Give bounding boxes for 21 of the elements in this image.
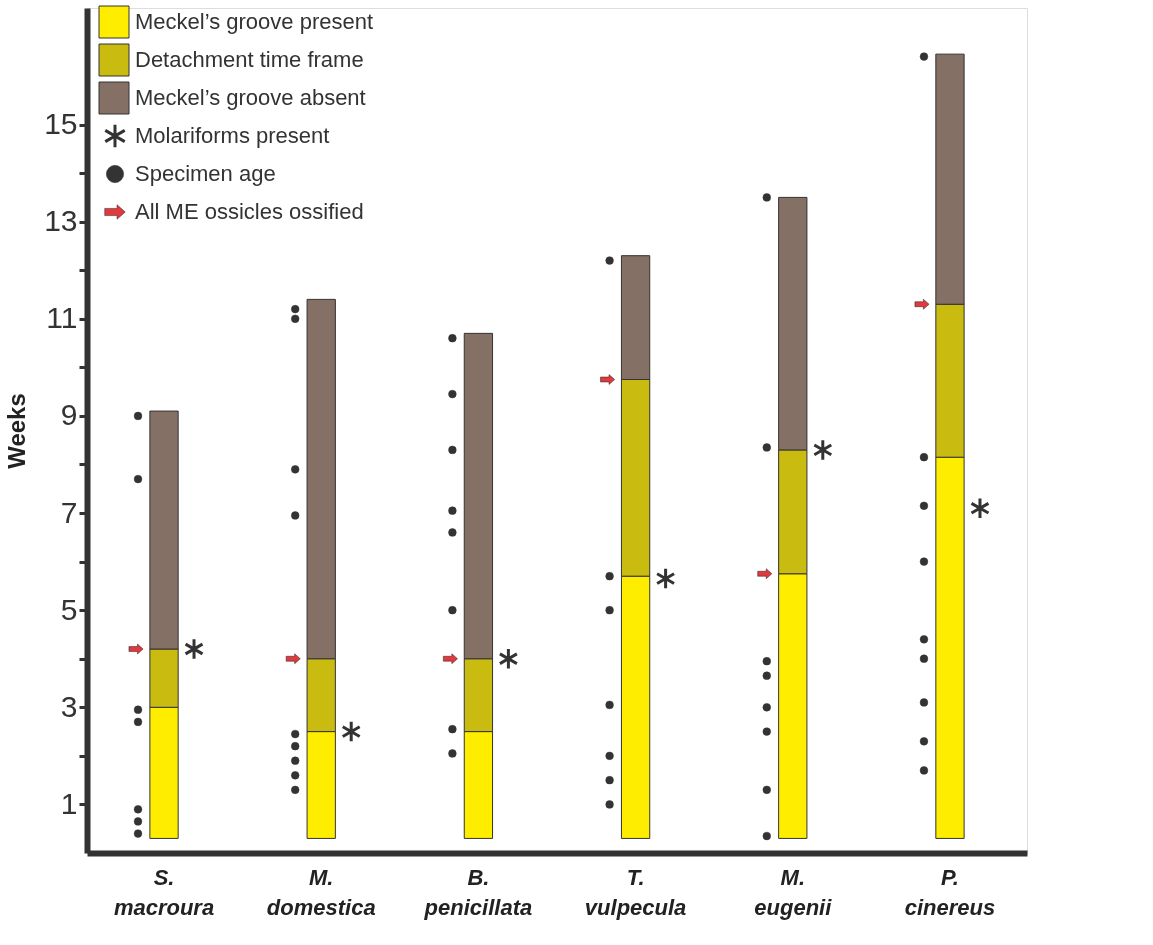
x-tick-label: P. cinereus (904, 864, 996, 920)
x-tick-label: T. vulpecula (584, 864, 687, 920)
y-tick-label: 15 (44, 107, 78, 141)
y-tick-label: 9 (60, 398, 78, 432)
y-tick-label: 7 (60, 495, 78, 529)
legend-label: Detachment time frame (135, 47, 364, 72)
x-tick-label: M. domestica (266, 864, 376, 920)
y-axis-title: Weeks (3, 393, 31, 469)
y-tick-label: 5 (60, 592, 78, 626)
y-tick-label: 3 (60, 689, 78, 723)
x-tick-label: M. eugenii (754, 864, 833, 920)
y-tick-label: 13 (44, 204, 78, 238)
legend-label: All ME ossicles ossified (135, 199, 364, 224)
legend-label: Meckel’s groove present (135, 9, 374, 34)
y-tick-label: 1 (60, 786, 78, 820)
legend-label: Molariforms present (135, 123, 330, 148)
x-tick-label: B. penicillata (423, 864, 533, 920)
y-tick-label: 11 (46, 301, 78, 335)
legend-label: Meckel’s groove absent (135, 85, 366, 110)
legend-label: Specimen age (135, 161, 276, 186)
x-tick-label: S. macroura (113, 864, 215, 920)
